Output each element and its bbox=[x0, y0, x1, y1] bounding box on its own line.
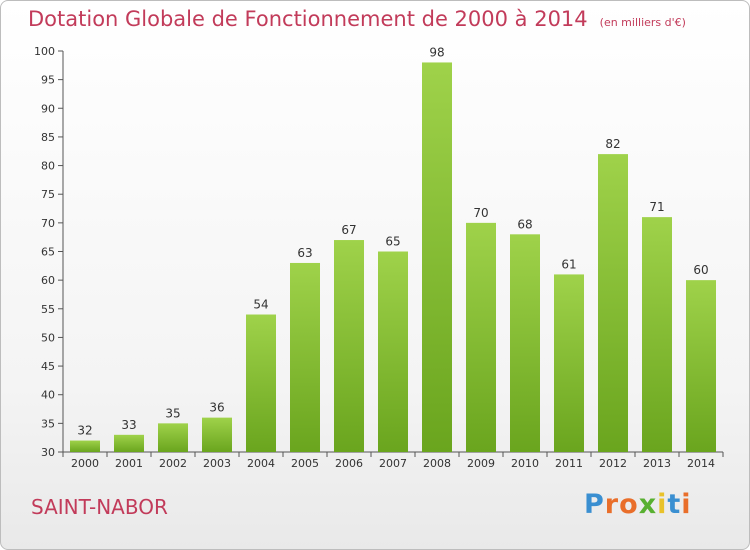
y-tick-label: 55 bbox=[41, 303, 55, 316]
x-tick-label: 2012 bbox=[599, 457, 627, 470]
y-tick-label: 70 bbox=[41, 217, 55, 230]
bar-2001 bbox=[114, 434, 144, 452]
y-tick-label: 100 bbox=[34, 45, 55, 58]
logo-letter: x bbox=[638, 489, 658, 520]
x-tick-label: 2011 bbox=[555, 457, 583, 470]
proxiti-logo: Proxiti bbox=[584, 489, 692, 520]
bar-value-label: 35 bbox=[165, 406, 180, 420]
x-tick-label: 2004 bbox=[247, 457, 275, 470]
logo-letter: P bbox=[584, 489, 605, 520]
bar-2004 bbox=[246, 314, 276, 452]
x-axis: 2000 2001 2002 2003 2004 2005 2006 2007 2008 2009… bbox=[62, 451, 724, 470]
bar-value-label: 33 bbox=[121, 418, 136, 432]
bar-value-label: 60 bbox=[693, 263, 708, 277]
logo-letter: t bbox=[667, 489, 682, 520]
y-tick-label: 95 bbox=[41, 74, 55, 87]
y-tick-label: 40 bbox=[41, 389, 55, 402]
bar-value-label: 32 bbox=[77, 424, 92, 438]
bar-2014 bbox=[686, 280, 716, 452]
bar-value-label: 68 bbox=[517, 217, 532, 231]
chart-title-text: Dotation Globale de Fonctionnement de 20… bbox=[28, 7, 588, 31]
y-tick-label: 85 bbox=[41, 131, 55, 144]
x-tick-label: 2001 bbox=[115, 457, 143, 470]
logo-letter: i bbox=[681, 489, 692, 520]
x-tick-label: 2008 bbox=[423, 457, 451, 470]
x-tick-label: 2003 bbox=[203, 457, 231, 470]
bar-2009 bbox=[466, 222, 496, 452]
bar-value-label: 82 bbox=[605, 137, 620, 151]
bars: 32 33 35 36 54 63 67 65 98 70 68 61 82 71 60 bbox=[70, 45, 716, 452]
logo-letter: o bbox=[619, 489, 639, 520]
y-tick-label: 80 bbox=[41, 160, 55, 173]
bar-2003 bbox=[202, 417, 232, 452]
commune-name: SAINT-NABOR bbox=[31, 495, 168, 519]
logo-letter: i bbox=[657, 489, 668, 520]
y-tick-label: 60 bbox=[41, 274, 55, 287]
x-tick-label: 2014 bbox=[687, 457, 715, 470]
y-tick-label: 65 bbox=[41, 246, 55, 259]
x-tick-label: 2002 bbox=[159, 457, 187, 470]
bar-2010 bbox=[510, 234, 540, 452]
bar-value-label: 70 bbox=[473, 206, 488, 220]
x-tick-label: 2013 bbox=[643, 457, 671, 470]
bar-2012 bbox=[598, 154, 628, 452]
bar-2002 bbox=[158, 423, 188, 452]
bar-value-label: 65 bbox=[385, 235, 400, 249]
x-tick-label: 2005 bbox=[291, 457, 319, 470]
y-tick-label: 75 bbox=[41, 188, 55, 201]
bar-value-label: 67 bbox=[341, 223, 356, 237]
bar-value-label: 54 bbox=[253, 298, 268, 312]
x-tick-label: 2006 bbox=[335, 457, 363, 470]
bar-2005 bbox=[290, 262, 320, 452]
x-tick-label: 2000 bbox=[71, 457, 99, 470]
bar-value-label: 71 bbox=[649, 200, 664, 214]
x-tick-label: 2007 bbox=[379, 457, 407, 470]
x-tick-label: 2010 bbox=[511, 457, 539, 470]
bar-2006 bbox=[334, 240, 364, 452]
bar-value-label: 98 bbox=[429, 45, 444, 59]
y-tick-label: 50 bbox=[41, 331, 55, 344]
bar-2000 bbox=[70, 440, 100, 452]
bar-2007 bbox=[378, 251, 408, 452]
y-tick-label: 90 bbox=[41, 102, 55, 115]
bar-value-label: 63 bbox=[297, 246, 312, 260]
chart-subtitle: (en milliers d'€) bbox=[599, 16, 686, 29]
bar-2013 bbox=[642, 217, 672, 452]
y-axis: 30 35 40 45 50 55 60 65 70 75 80 85 90 95 100 bbox=[34, 45, 64, 459]
bar-2008 bbox=[422, 62, 452, 452]
bar-2011 bbox=[554, 274, 584, 452]
bar-value-label: 36 bbox=[209, 401, 224, 415]
y-tick-label: 35 bbox=[41, 417, 55, 430]
y-tick-label: 30 bbox=[41, 446, 55, 459]
x-tick-label: 2009 bbox=[467, 457, 495, 470]
y-tick-label: 45 bbox=[41, 360, 55, 373]
chart-title: Dotation Globale de Fonctionnement de 20… bbox=[28, 7, 686, 31]
bar-value-label: 61 bbox=[561, 257, 576, 271]
logo-letter: r bbox=[604, 489, 620, 520]
